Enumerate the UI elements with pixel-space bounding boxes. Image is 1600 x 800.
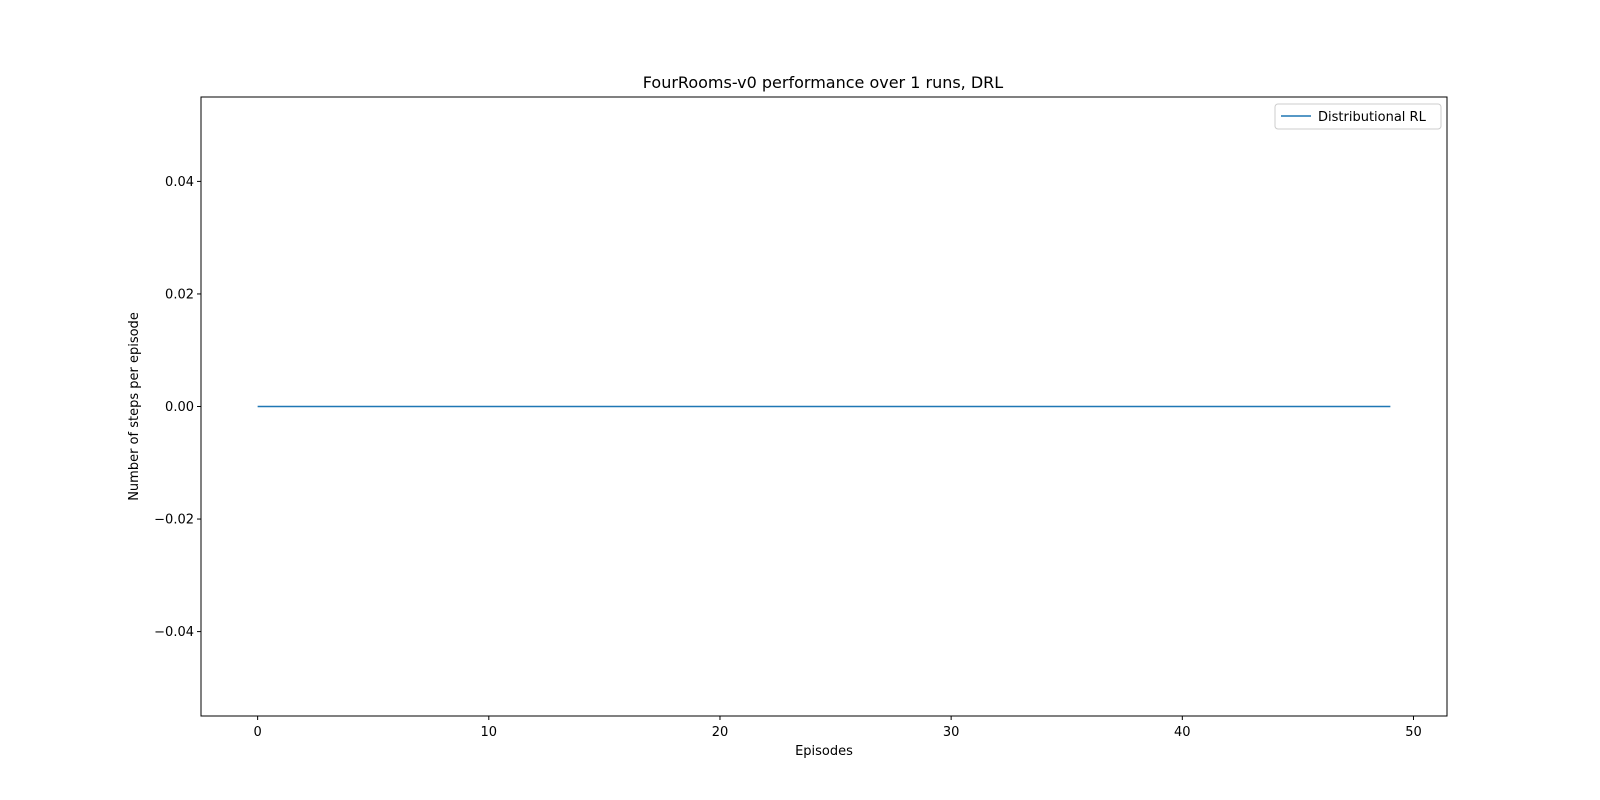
y-tick-label: 0.04: [165, 175, 194, 190]
y-tick-label: −0.04: [154, 625, 194, 640]
legend-label-distributional-rl: Distributional RL: [1318, 110, 1427, 125]
x-tick-label: 10: [481, 725, 498, 740]
x-tick-label: 0: [253, 725, 261, 740]
legend-frame: [1274, 103, 1442, 130]
x-tick-label: 30: [943, 725, 960, 740]
x-tick-label: 20: [712, 725, 729, 740]
x-tick-label: 40: [1174, 725, 1191, 740]
x-axis-label: Episodes: [795, 744, 853, 759]
y-axis-ticks: −0.04 −0.02 0.00 0.02 0.04: [154, 175, 201, 640]
x-tick-label: 50: [1405, 725, 1422, 740]
x-axis-ticks: 0 10 20 30 40 50: [253, 716, 1422, 740]
legend: Distributional RL: [1274, 103, 1442, 130]
y-tick-label: 0.02: [165, 287, 194, 302]
y-tick-label: 0.00: [165, 400, 194, 415]
y-tick-label: −0.02: [154, 513, 194, 528]
chart-title: FourRooms-v0 performance over 1 runs, DR…: [643, 73, 1004, 92]
y-axis-label: Number of steps per episode: [127, 312, 142, 501]
